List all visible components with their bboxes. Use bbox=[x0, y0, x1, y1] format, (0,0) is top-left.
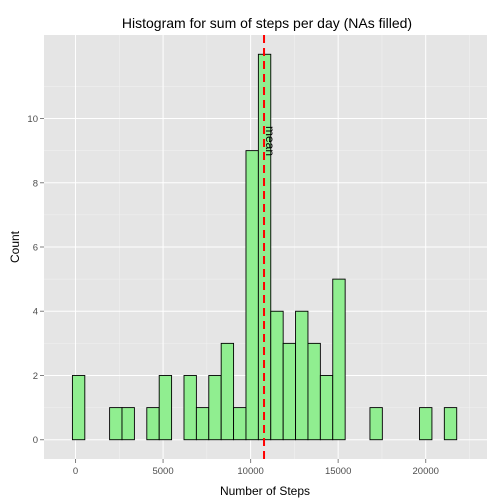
histogram-bar bbox=[307, 342, 321, 441]
y-tick-label: 4 bbox=[33, 307, 38, 318]
x-tick-label: 20000 bbox=[413, 466, 439, 477]
y-axis-title: Count bbox=[8, 230, 22, 263]
histogram-bar bbox=[71, 375, 86, 441]
y-axis-ticks: 0 2 4 6 8 10 bbox=[27, 114, 44, 446]
mean-indicator: mean bbox=[263, 35, 277, 459]
y-tick-label: 0 bbox=[33, 435, 38, 446]
histogram-bar bbox=[443, 407, 458, 441]
x-axis-title: Number of Steps bbox=[220, 484, 310, 498]
histogram-bar bbox=[233, 407, 247, 441]
histogram-bar bbox=[109, 407, 123, 441]
histogram-bar bbox=[220, 342, 235, 441]
y-tick-label: 8 bbox=[33, 178, 38, 189]
histogram-bar bbox=[245, 150, 259, 441]
x-tick-label: 5000 bbox=[152, 466, 173, 477]
histogram-bar bbox=[183, 375, 197, 441]
y-tick-label: 2 bbox=[33, 371, 38, 382]
y-tick-label: 10 bbox=[27, 114, 38, 125]
x-tick-label: 15000 bbox=[325, 466, 351, 477]
histogram-bar bbox=[146, 407, 160, 441]
histogram-bar bbox=[332, 278, 346, 441]
histogram-bar bbox=[121, 407, 135, 441]
x-tick-label: 10000 bbox=[237, 466, 263, 477]
y-tick-label: 6 bbox=[33, 243, 38, 254]
chart-title: Histogram for sum of steps per day (NAs … bbox=[122, 15, 412, 31]
histogram-bar bbox=[208, 375, 222, 441]
histogram-bar bbox=[295, 310, 309, 441]
x-axis-ticks: 0 5000 10000 15000 20000 bbox=[73, 459, 439, 477]
histogram-bar bbox=[319, 375, 334, 441]
histogram-bar bbox=[195, 407, 210, 441]
histogram-bar bbox=[282, 342, 297, 441]
histogram-bar bbox=[369, 407, 383, 441]
mean-label: mean bbox=[263, 126, 277, 156]
x-tick-label: 0 bbox=[73, 466, 78, 477]
histogram-bar bbox=[419, 407, 433, 441]
histogram-bar bbox=[158, 375, 173, 441]
histogram-bar bbox=[270, 310, 284, 441]
